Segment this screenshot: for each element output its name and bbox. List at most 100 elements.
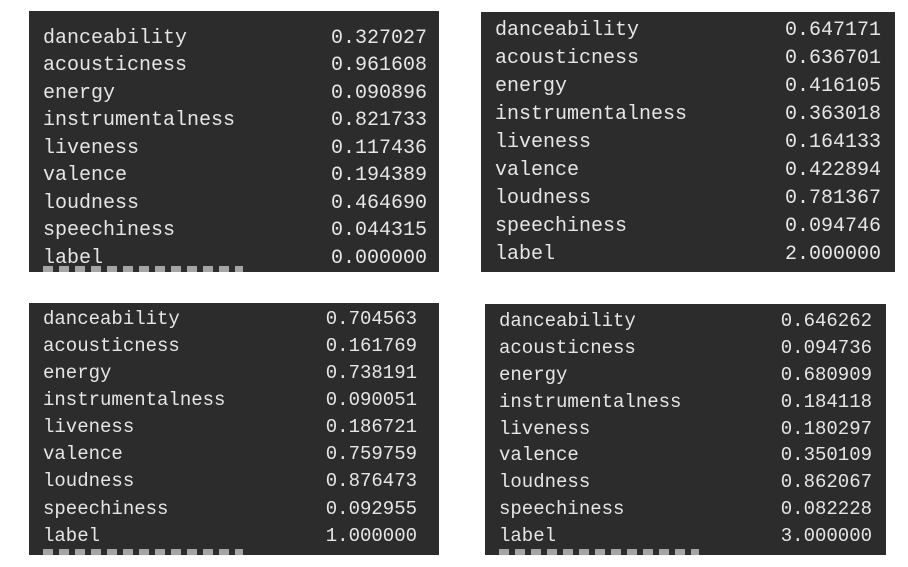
feature-row: liveness 0.180297 [485,415,886,443]
feature-row: loudness 0.862067 [485,468,886,496]
feature-name: liveness [499,418,591,440]
feature-name: instrumentalness [499,391,682,413]
feature-row: liveness 0.164133 [481,129,895,157]
feature-row: label 2.000000 [481,241,895,269]
feature-name: instrumentalness [495,103,688,126]
feature-row: valence 0.350109 [485,441,886,469]
feature-name: label [495,243,556,266]
feature-row: instrumentalness 0.821733 [29,107,439,135]
feature-row: loudness 0.781367 [481,185,895,213]
output-panel-1: danceability 0.327027 acousticness 0.96160… [29,11,439,272]
feature-name: acousticness [43,54,188,77]
feature-name: valence [499,444,579,466]
feature-value: 0.862067 [780,471,872,493]
feature-value: 0.044315 [330,219,427,242]
feature-row: danceability 0.647171 [481,17,895,45]
feature-value: 0.416105 [784,75,881,98]
clipped-next-line [499,549,699,555]
feature-name: liveness [43,137,140,160]
feature-value: 0.161769 [325,335,417,357]
feature-row: danceability 0.646262 [485,307,886,335]
feature-value: 0.647171 [784,19,881,42]
feature-value: 0.094736 [780,337,872,359]
feature-value: 0.680909 [780,364,872,386]
feature-name: valence [495,159,580,182]
feature-value: 0.738191 [325,362,417,384]
feature-value: 1.000000 [325,525,417,547]
feature-name: loudness [495,187,592,210]
feature-row: liveness 0.186721 [29,413,439,441]
feature-row: loudness 0.876473 [29,467,439,495]
feature-row: valence 0.759759 [29,440,439,468]
feature-name: liveness [495,131,592,154]
feature-row: speechiness 0.082228 [485,495,886,523]
feature-value: 0.186721 [325,416,417,438]
feature-row: danceability 0.704563 [29,305,439,333]
feature-value: 0.094746 [784,215,881,238]
feature-row: valence 0.194389 [29,162,439,190]
feature-value: 3.000000 [780,525,872,547]
feature-value: 0.704563 [325,308,417,330]
feature-row: instrumentalness 0.184118 [485,388,886,416]
feature-name: danceability [43,27,188,50]
feature-value: 0.184118 [780,391,872,413]
feature-value: 0.082228 [780,498,872,520]
feature-name: speechiness [499,498,625,520]
feature-row: acousticness 0.094736 [485,334,886,362]
feature-name: label [499,525,557,547]
feature-value: 0.164133 [784,131,881,154]
feature-name: acousticness [43,335,180,357]
feature-value: 0.464690 [330,192,427,215]
feature-value: 0.092955 [325,498,417,520]
feature-value: 0.350109 [780,444,872,466]
feature-row: danceability 0.327027 [29,25,439,53]
feature-name: energy [499,364,568,386]
feature-value: 0.180297 [780,418,872,440]
feature-value: 0.363018 [784,103,881,126]
feature-row: energy 0.416105 [481,73,895,101]
feature-value: 0.961608 [330,54,427,77]
feature-value: 0.646262 [780,310,872,332]
clipped-next-line [43,266,243,272]
feature-name: valence [43,443,123,465]
feature-row: liveness 0.117436 [29,135,439,163]
feature-name: loudness [43,192,140,215]
feature-value: 0.876473 [325,470,417,492]
feature-value: 0.759759 [325,443,417,465]
feature-name: speechiness [43,219,176,242]
feature-name: energy [43,82,116,105]
feature-value: 0.636701 [784,47,881,70]
clipped-next-line [43,549,243,555]
feature-row: energy 0.090896 [29,80,439,108]
feature-value: 0.422894 [784,159,881,182]
feature-name: instrumentalness [43,389,226,411]
feature-name: loudness [499,471,591,493]
feature-name: speechiness [495,215,628,238]
feature-name: valence [43,164,128,187]
feature-row: speechiness 0.094746 [481,213,895,241]
feature-value: 0.781367 [784,187,881,210]
feature-row: loudness 0.464690 [29,190,439,218]
feature-value: 0.117436 [330,137,427,160]
feature-row: label 1.000000 [29,522,439,550]
feature-name: danceability [499,310,636,332]
feature-value: 0.194389 [330,164,427,187]
feature-name: liveness [43,416,135,438]
feature-name: instrumentalness [43,109,236,132]
feature-row: acousticness 0.161769 [29,332,439,360]
feature-name: danceability [495,19,640,42]
feature-row: instrumentalness 0.090051 [29,386,439,414]
feature-value: 0.090896 [330,82,427,105]
feature-row: acousticness 0.636701 [481,45,895,73]
feature-value: 2.000000 [784,243,881,266]
feature-name: danceability [43,308,180,330]
feature-name: acousticness [499,337,636,359]
output-panel-3: danceability 0.704563 acousticness 0.16176… [29,303,439,555]
feature-name: label [43,525,101,547]
feature-row: valence 0.422894 [481,157,895,185]
feature-row: speechiness 0.092955 [29,495,439,523]
feature-value: 0.821733 [330,109,427,132]
feature-row: acousticness 0.961608 [29,52,439,80]
feature-row: speechiness 0.044315 [29,217,439,245]
feature-row: instrumentalness 0.363018 [481,101,895,129]
